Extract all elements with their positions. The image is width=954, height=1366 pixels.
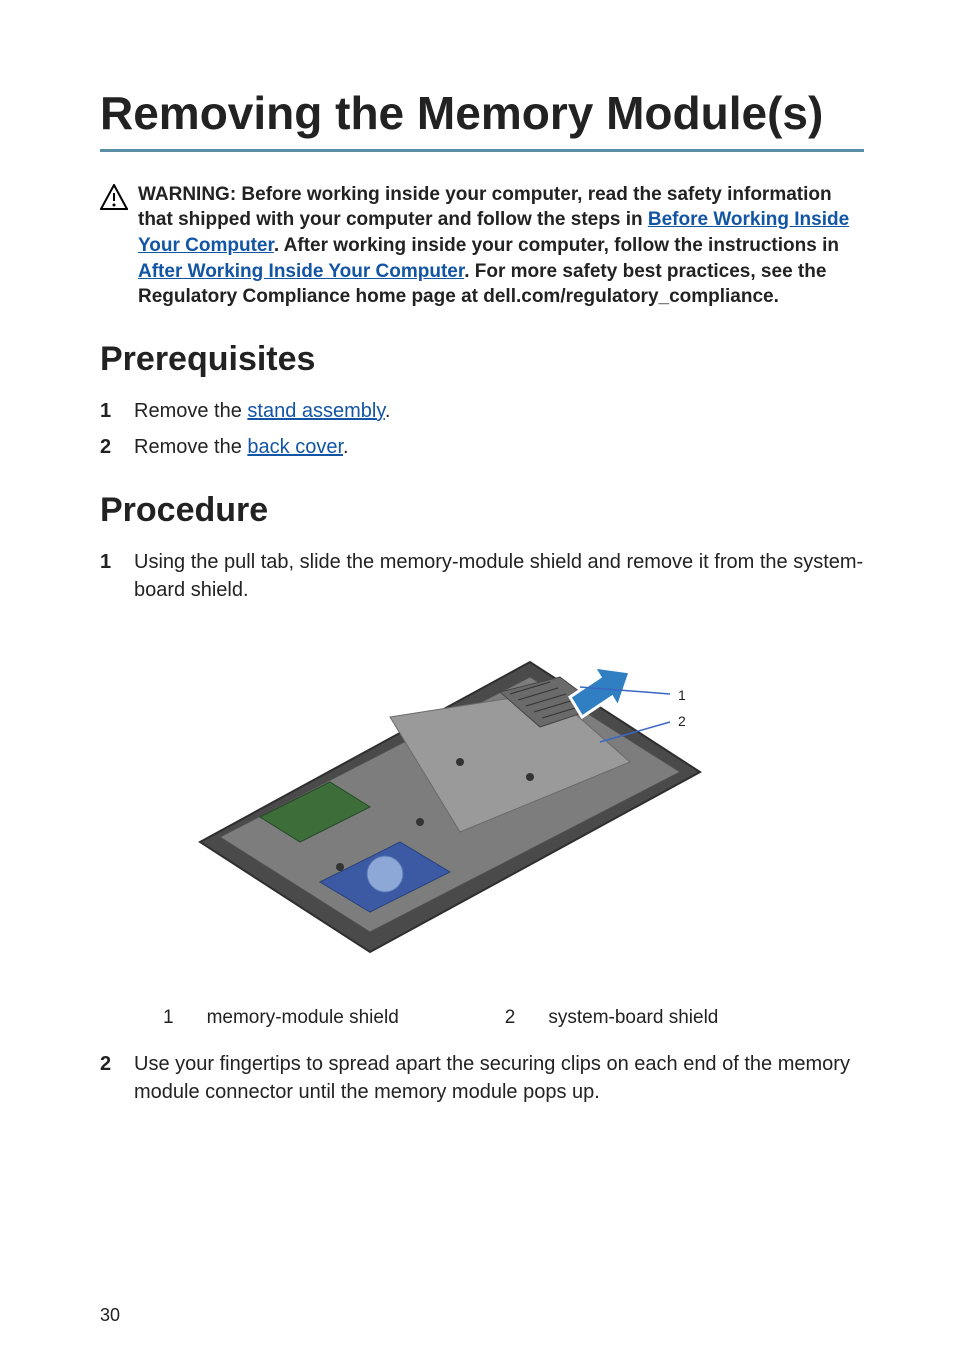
step-pre: Remove the	[134, 400, 247, 422]
prereq-step-1: 1 Remove the stand assembly.	[100, 397, 864, 425]
link-back-cover[interactable]: back cover	[247, 436, 343, 458]
step-text: Remove the stand assembly.	[134, 397, 864, 425]
step-post: .	[385, 400, 391, 422]
procedure-heading: Procedure	[100, 491, 864, 530]
step-number: 1	[100, 397, 114, 425]
prerequisites-heading: Prerequisites	[100, 340, 864, 379]
procedure-list: 1 Using the pull tab, slide the memory-m…	[100, 548, 864, 604]
svg-text:1: 1	[678, 687, 686, 703]
warning-block: WARNING: Before working inside your comp…	[100, 182, 864, 310]
page-title: Removing the Memory Module(s)	[100, 88, 864, 152]
procedure-step-1: 1 Using the pull tab, slide the memory-m…	[100, 548, 864, 604]
device-illustration: 1 2	[160, 622, 720, 982]
step-post: .	[343, 436, 349, 458]
step-text: Use your fingertips to spread apart the …	[134, 1050, 864, 1106]
step-number: 2	[100, 1050, 114, 1106]
step-text: Remove the back cover.	[134, 433, 864, 461]
page-number: 30	[100, 1305, 120, 1326]
warning-icon	[100, 184, 128, 310]
callout-label-2: system-board shield	[547, 1006, 748, 1030]
procedure-list-continued: 2 Use your fingertips to spread apart th…	[100, 1050, 864, 1106]
step-pre: Remove the	[134, 436, 247, 458]
step-number: 2	[100, 433, 114, 461]
prereq-step-2: 2 Remove the back cover.	[100, 433, 864, 461]
warning-text: WARNING: Before working inside your comp…	[138, 182, 864, 310]
callout-legend: 1 memory-module shield 2 system-board sh…	[160, 1004, 750, 1032]
step-number: 1	[100, 548, 114, 604]
callout-num-2: 2	[504, 1006, 546, 1030]
link-after-working[interactable]: After Working Inside Your Computer	[138, 261, 464, 282]
svg-text:2: 2	[678, 713, 686, 729]
link-stand-assembly[interactable]: stand assembly	[247, 400, 384, 422]
prerequisites-list: 1 Remove the stand assembly. 2 Remove th…	[100, 397, 864, 461]
step-text: Using the pull tab, slide the memory-mod…	[134, 548, 864, 604]
callout-num-1: 1	[162, 1006, 204, 1030]
procedure-step-2: 2 Use your fingertips to spread apart th…	[100, 1050, 864, 1106]
warning-mid1: . After working inside your computer, fo…	[274, 235, 839, 256]
callout-label-1: memory-module shield	[206, 1006, 429, 1030]
procedure-figure: 1 2 1 memory-module shield 2 system-boar…	[160, 622, 864, 1032]
